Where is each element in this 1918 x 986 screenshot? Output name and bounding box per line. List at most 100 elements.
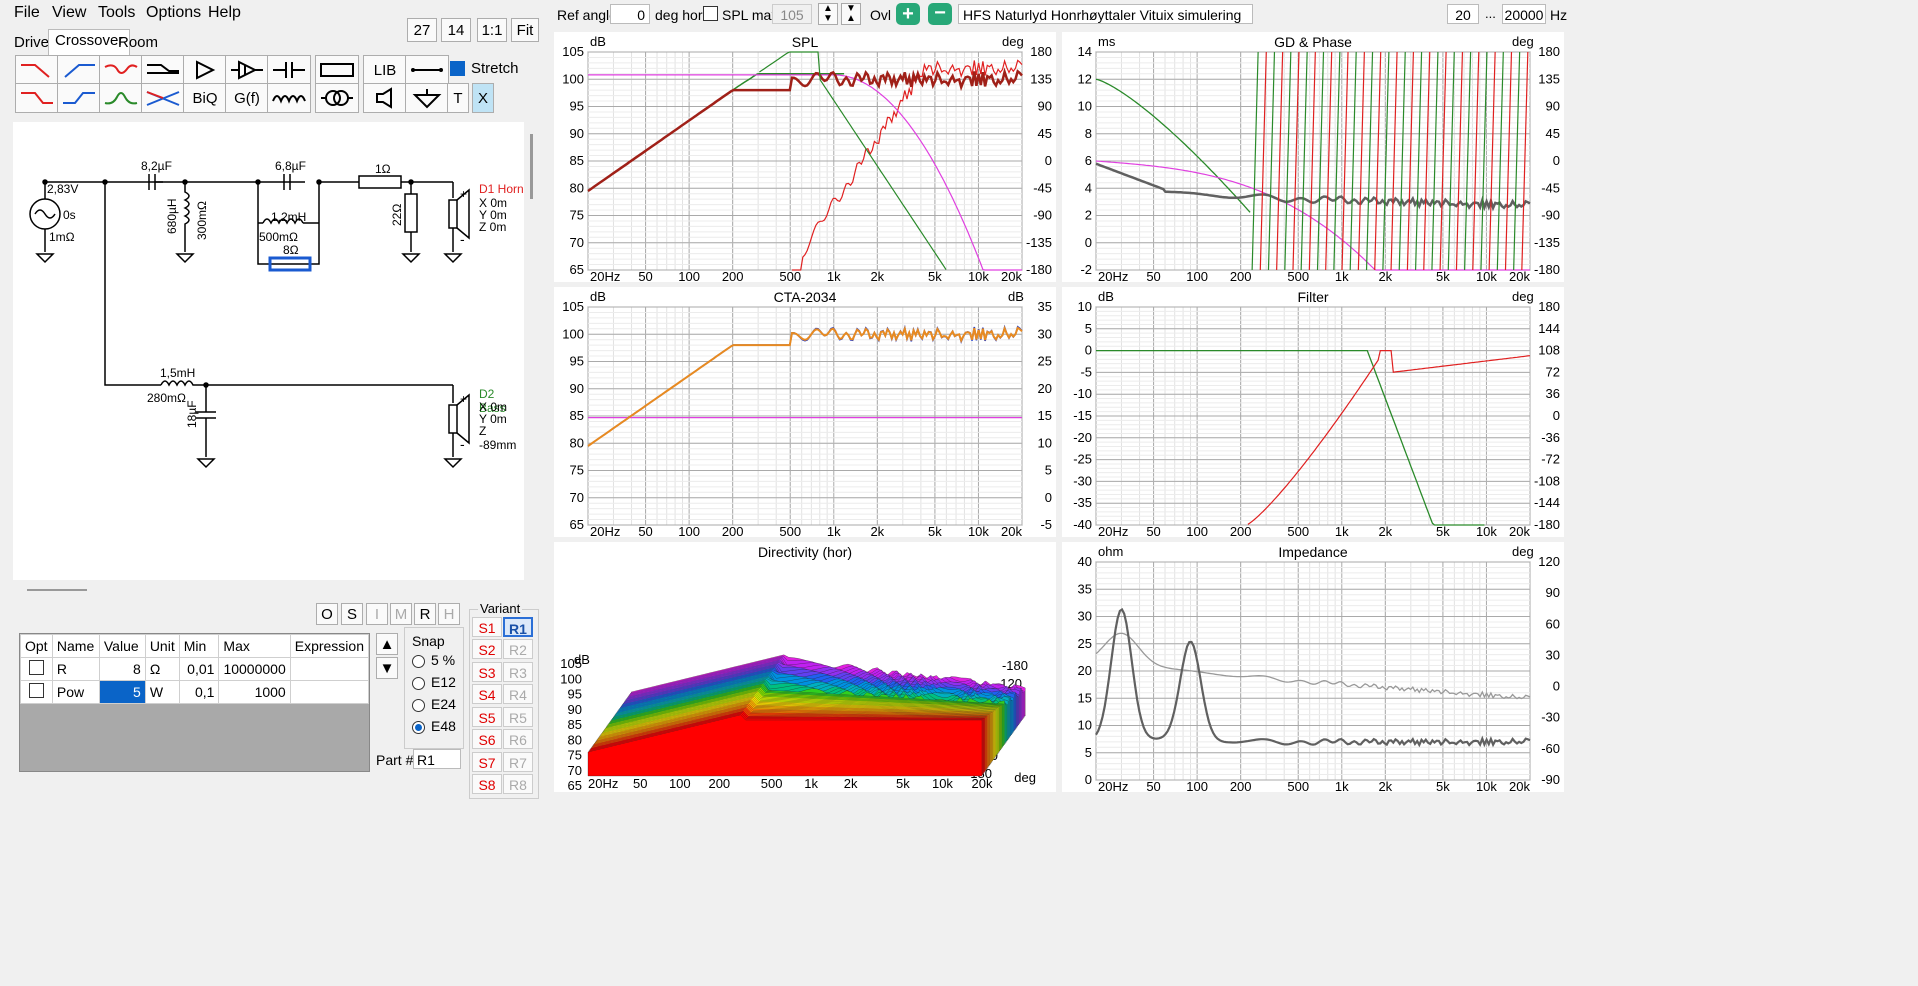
snap-e24[interactable]: E24 [412, 696, 456, 712]
opt-checkbox[interactable] [28, 660, 44, 675]
variant-s2[interactable]: S2 [472, 639, 502, 659]
move-up-button[interactable]: ▲ [376, 633, 398, 655]
spl-max-input[interactable]: 105 [772, 4, 812, 24]
r-button[interactable]: R [414, 603, 436, 625]
ref-angle-input[interactable]: 0 [610, 4, 650, 24]
variant-s8[interactable]: S8 [472, 774, 502, 794]
row-value[interactable]: 5 [98, 680, 146, 704]
freq-min-input[interactable]: 20 [1447, 4, 1479, 24]
overlay-add-button[interactable]: + [896, 3, 920, 25]
x-button[interactable]: X [472, 83, 494, 113]
variant-r2[interactable]: R2 [503, 639, 533, 659]
driver-button[interactable] [363, 83, 407, 113]
menu-options[interactable]: Options [146, 4, 202, 21]
tab-room[interactable]: Room [118, 34, 159, 51]
highpass-shelf-button[interactable] [57, 83, 101, 113]
h-button[interactable]: H [438, 603, 460, 625]
opt-checkbox[interactable] [28, 683, 44, 698]
impedance-graph[interactable]: Impedance ohm deg 40 35 30 25 20 15 10 5 0 120 90 6… [1062, 542, 1564, 792]
o-button[interactable]: O [316, 603, 338, 625]
variant-s3[interactable]: S3 [472, 662, 502, 682]
ratio-button[interactable]: 1:1 [477, 18, 507, 42]
row-value[interactable]: 8 [98, 657, 146, 681]
fit-button[interactable]: Fit [511, 18, 539, 42]
m-button[interactable]: M [390, 603, 412, 625]
variant-r5[interactable]: R5 [503, 707, 533, 727]
capacitor-button[interactable] [267, 55, 311, 85]
project-title-input[interactable]: HFS Naturlyd Honrhøyttaler Vituix simule… [958, 4, 1253, 24]
variant-s4[interactable]: S4 [472, 684, 502, 704]
row-max[interactable]: 1000 [218, 680, 291, 704]
schematic-hscroll[interactable] [27, 589, 87, 591]
y-left-tick: 15 [1078, 690, 1092, 705]
row-min[interactable]: 0,01 [178, 657, 220, 681]
schematic-panel[interactable]: + - + - 2,83V 0s 1mΩ 8,2µF 680µH 300mΩ 6… [13, 122, 524, 580]
spl-range-button[interactable]: ▼ ▲ [841, 3, 861, 25]
snap-5pct[interactable]: 5 % [412, 652, 455, 668]
amplifier-button[interactable] [183, 55, 227, 85]
row-min[interactable]: 0,1 [178, 680, 220, 704]
highpass-blue-button[interactable] [57, 55, 101, 85]
freq-max-input[interactable]: 20000 [1502, 4, 1546, 24]
variant-r4[interactable]: R4 [503, 684, 533, 704]
spl-graph[interactable]: SPL dB deg 105 100 95 90 85 80 75 70 65 180 135 90 4… [554, 32, 1056, 282]
spl-max-checkbox[interactable] [703, 6, 718, 25]
stretch-checkbox[interactable] [450, 61, 465, 80]
spl-spin-button[interactable]: ▲ ▼ [818, 3, 838, 25]
row-max[interactable]: 10000000 [218, 657, 291, 681]
snap-e48[interactable]: E48 [412, 718, 456, 734]
allpass-button[interactable] [141, 55, 185, 85]
wire-button[interactable] [405, 55, 449, 85]
variant-r6[interactable]: R6 [503, 729, 533, 749]
menu-help[interactable]: Help [208, 4, 241, 21]
lowpass-shelf-button[interactable] [15, 83, 59, 113]
part-input[interactable]: R1 [413, 749, 461, 769]
variant-r8[interactable]: R8 [503, 774, 533, 794]
menu-view[interactable]: View [52, 4, 87, 21]
variant-s1[interactable]: S1 [472, 617, 502, 637]
variant-r7[interactable]: R7 [503, 752, 533, 772]
menu-file[interactable]: File [14, 4, 40, 21]
lowpass-red-button[interactable] [15, 55, 59, 85]
gd-phase-graph[interactable]: GD & Phase ms deg 14 12 10 8 6 4 2 0 -2 180 135 90 4… [1062, 32, 1564, 282]
notch-red-button[interactable] [99, 55, 143, 85]
i-button[interactable]: I [366, 603, 388, 625]
zoom-27-button[interactable]: 27 [407, 18, 437, 42]
variant-s6[interactable]: S6 [472, 729, 502, 749]
ground-button[interactable] [405, 83, 449, 113]
lib-button[interactable]: LIB [363, 55, 407, 85]
x-tick: 5k [896, 776, 910, 791]
snap-e12[interactable]: E12 [412, 674, 456, 690]
biquad-button[interactable]: BiQ [183, 83, 227, 113]
variant-r3[interactable]: R3 [503, 662, 533, 682]
schematic-vscroll[interactable] [530, 134, 533, 199]
table-row[interactable]: R 8 Ω 0,01 10000000 [20, 657, 370, 681]
row-expression[interactable] [289, 680, 370, 704]
filter-graph[interactable]: Filter dB deg 10 5 0 -5 -10 -15 -20 -25 -30 -35 -4… [1062, 287, 1564, 537]
gf-button[interactable]: G(f) [225, 83, 269, 113]
menu-tools[interactable]: Tools [98, 4, 136, 21]
table-row[interactable]: Pow 5 W 0,1 1000 [20, 680, 370, 704]
inductor-button[interactable] [267, 83, 311, 113]
buffer-button[interactable] [225, 55, 269, 85]
variant-s7[interactable]: S7 [472, 752, 502, 772]
cta-graph[interactable]: CTA-2034 dB dB 105 100 95 90 85 80 75 70 65 35 30 2… [554, 287, 1056, 537]
y-right-tick: -45 [1541, 180, 1560, 195]
tab-crossover[interactable]: Crossover [48, 29, 131, 56]
source-delay-label: 0s [63, 208, 76, 222]
variant-r1[interactable]: R1 [503, 617, 533, 637]
resistor-button[interactable] [315, 55, 359, 85]
directivity-graph[interactable]: Directivity (hor) dB 105 100 95 90 85 80 75 70 65… [554, 542, 1056, 792]
text-button[interactable]: T [447, 83, 469, 113]
phase-line [1259, 51, 1267, 271]
s-button[interactable]: S [341, 603, 363, 625]
transformer-button[interactable] [315, 83, 359, 113]
zoom-14-button[interactable]: 14 [441, 18, 471, 42]
overlay-remove-button[interactable]: − [928, 3, 952, 25]
y-left-tick: 10 [1078, 299, 1092, 314]
move-down-button[interactable]: ▼ [376, 657, 398, 679]
peak-green-button[interactable] [99, 83, 143, 113]
crossover-button[interactable] [141, 83, 185, 113]
variant-s5[interactable]: S5 [472, 707, 502, 727]
row-expression[interactable] [289, 657, 370, 681]
